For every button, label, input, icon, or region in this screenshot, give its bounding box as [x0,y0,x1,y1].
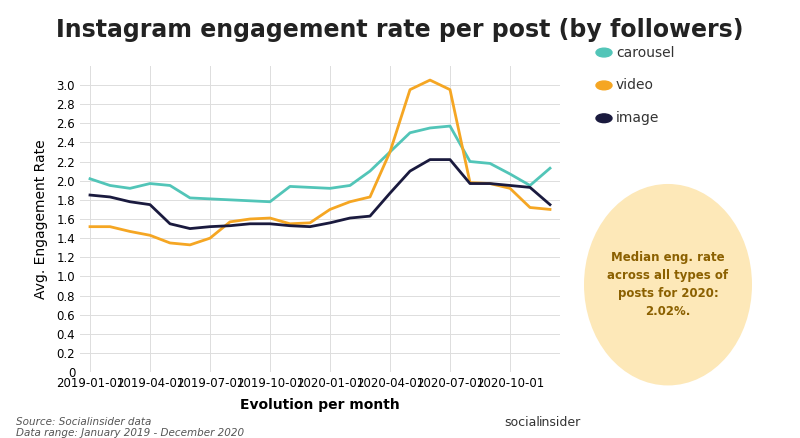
Text: Source: Socialinsider data: Source: Socialinsider data [16,417,151,427]
Text: Median eng. rate
across all types of
posts for 2020:
2.02%.: Median eng. rate across all types of pos… [607,251,729,318]
Text: video: video [616,78,654,92]
Text: image: image [616,111,659,125]
Y-axis label: Avg. Engagement Rate: Avg. Engagement Rate [34,139,48,299]
X-axis label: Evolution per month: Evolution per month [240,399,400,413]
Text: insider: insider [538,416,581,429]
Text: Instagram engagement rate per post (by followers): Instagram engagement rate per post (by f… [56,18,744,42]
Text: Data range: January 2019 - December 2020: Data range: January 2019 - December 2020 [16,428,244,438]
Text: carousel: carousel [616,46,674,60]
Text: social: social [504,416,540,429]
